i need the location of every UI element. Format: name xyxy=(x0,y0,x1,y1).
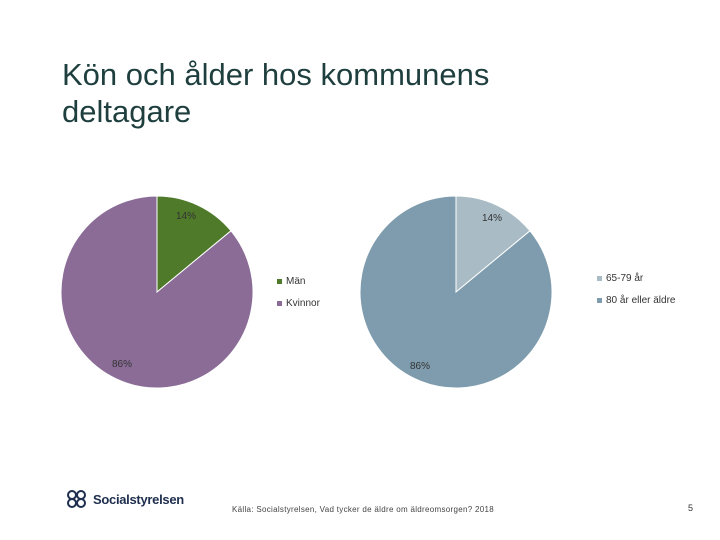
pie-slice-0-1 xyxy=(60,195,254,389)
legend-item-80-plus: 80 år eller äldre xyxy=(597,293,675,307)
socialstyrelsen-logo: Socialstyrelsen xyxy=(64,489,184,509)
pie-data-label-1-1: 86% xyxy=(410,361,430,372)
pie-slice-1-1 xyxy=(359,195,553,389)
legend-gender: Män Kvinnor xyxy=(277,274,320,318)
legend-swatch-80-plus xyxy=(597,297,602,303)
legend-label-80-plus: 80 år eller äldre xyxy=(606,294,676,306)
legend-label-65-79: 65-79 år xyxy=(606,272,644,284)
source-caption: Källa: Socialstyrelsen, Vad tycker de äl… xyxy=(232,505,495,514)
legend-swatch-man xyxy=(277,278,282,284)
legend-label-man: Män xyxy=(286,275,306,287)
pie-chart-age: 14% 86% xyxy=(359,195,553,389)
pie-slice-0-0 xyxy=(156,195,232,294)
legend-item-65-79: 65-79 år xyxy=(597,271,675,285)
page-number: 5 xyxy=(688,503,694,513)
pie-data-label-0-1: 86% xyxy=(112,359,132,370)
logo-text: Socialstyrelsen xyxy=(93,491,184,507)
legend-item-kvinnor: Kvinnor xyxy=(277,296,320,310)
page-title: Kön och ålder hos kommunens deltagare xyxy=(62,57,490,129)
legend-label-kvinnor: Kvinnor xyxy=(286,297,320,309)
legend-swatch-kvinnor xyxy=(277,300,282,306)
legend-age: 65-79 år 80 år eller äldre xyxy=(597,271,675,315)
logo-emblem-icon xyxy=(67,490,86,508)
pie-chart-gender: 14% 86% xyxy=(60,195,254,389)
pie-data-label-0-0: 14% xyxy=(176,211,196,222)
legend-swatch-65-79 xyxy=(597,275,602,281)
legend-item-man: Män xyxy=(277,274,320,288)
pie-data-label-1-0: 14% xyxy=(482,213,502,224)
pie-slice-1-0 xyxy=(455,195,531,294)
